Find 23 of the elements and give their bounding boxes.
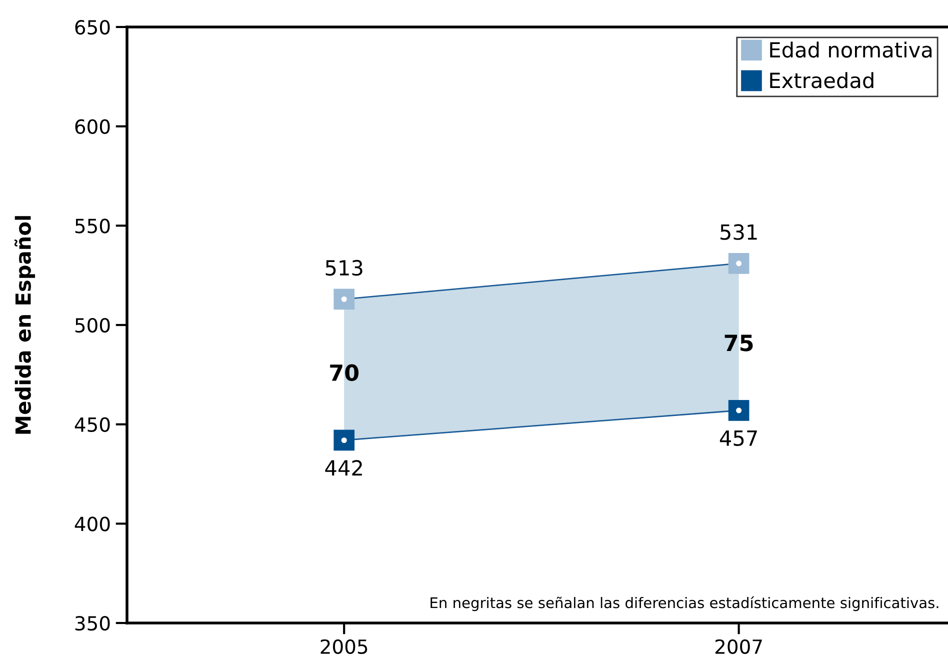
y-tick-label: 600 (75, 119, 110, 134)
data-label: 442 (325, 460, 362, 476)
point (728, 400, 750, 421)
x-tick-label: 2007 (715, 639, 762, 654)
y-tick-label: 650 (75, 20, 110, 35)
y-tick-label: 400 (74, 516, 110, 532)
y-tick-label: 550 (75, 218, 110, 234)
annotation: 75 (724, 334, 753, 352)
annotation: En negritas se señalan las diferencias estadísticamente significativas. (430, 596, 938, 612)
y-axis-title: Medida en Español (14, 216, 36, 434)
point (334, 288, 355, 310)
y-tick-label: 450 (74, 417, 110, 432)
data-label: 531 (720, 224, 757, 240)
legend-label: Edad normativa (770, 42, 932, 58)
point (334, 430, 355, 451)
data-label: 457 (720, 430, 757, 446)
point (728, 252, 750, 274)
x-tick-label: 2005 (320, 639, 368, 654)
data-label: 513 (326, 260, 362, 276)
annotation: 70 (330, 364, 358, 382)
y-tick-label: 350 (75, 616, 110, 631)
legend-label: Extraedad (770, 72, 874, 88)
y-tick-label: 500 (75, 318, 110, 333)
